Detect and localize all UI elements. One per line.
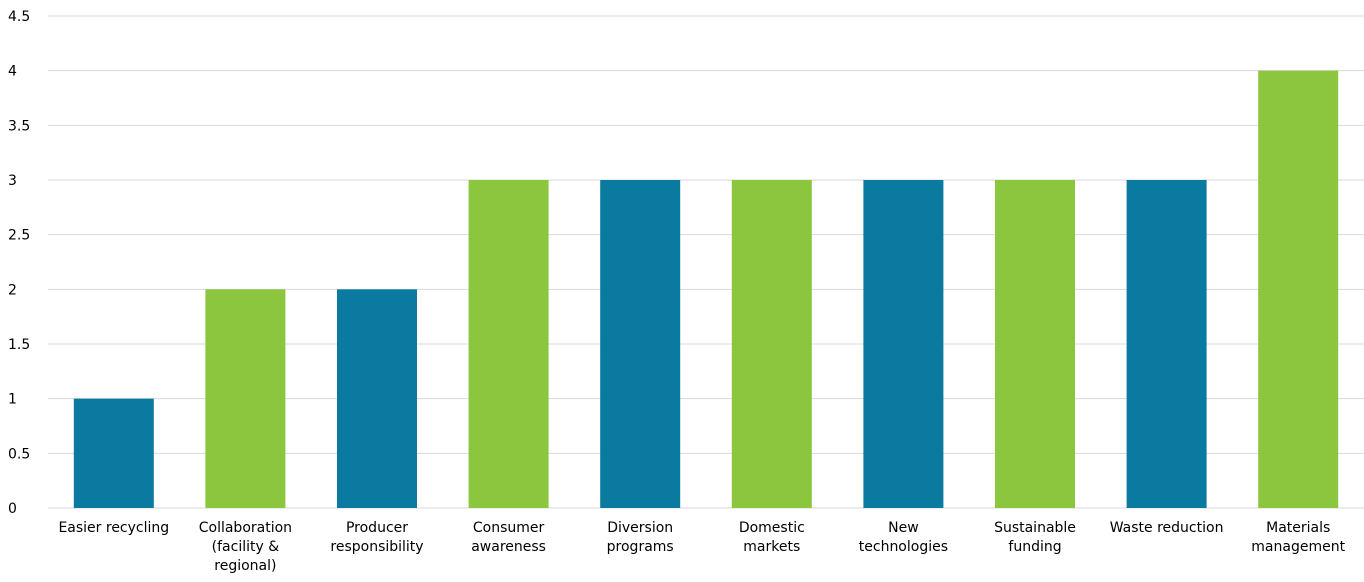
bar — [468, 180, 549, 508]
x-category-label-line: management — [1251, 539, 1345, 555]
y-tick-label: 2.5 — [8, 228, 30, 244]
x-category-label: Producer responsibility — [330, 520, 423, 555]
y-tick-label: 2 — [8, 282, 17, 298]
x-category-label: Materials management — [1251, 520, 1345, 555]
x-category-label-line: Consumer — [473, 520, 545, 536]
x-category-label-line: programs — [607, 539, 674, 555]
x-category-label: Collaboration (facility & regional) — [199, 520, 292, 574]
bar — [1126, 180, 1207, 508]
x-category-label: Consumer awareness — [471, 520, 546, 555]
x-category-label-line: Producer — [346, 520, 408, 536]
x-category-label: Easier recycling — [58, 520, 169, 536]
x-category-label-line: awareness — [471, 539, 546, 555]
bars — [73, 70, 1339, 509]
x-category-label: Sustainable funding — [994, 520, 1076, 555]
x-category-label-line: technologies — [859, 539, 948, 555]
y-tick-label: 3 — [8, 173, 17, 189]
x-category-label-line: Diversion — [607, 520, 673, 536]
x-category-label-line: Domestic — [739, 520, 805, 536]
x-category-label-line: (facility & — [212, 539, 280, 555]
y-tick-label: 4.5 — [8, 9, 30, 25]
y-tick-label: 0 — [8, 501, 17, 517]
x-axis-category-labels: Easier recycling Collaboration (facility &… — [58, 520, 1345, 574]
y-tick-label: 0.5 — [8, 446, 30, 462]
bar — [995, 180, 1075, 508]
x-category-label-line: funding — [1008, 539, 1061, 555]
bar — [1258, 70, 1339, 509]
x-category-label-line: Sustainable — [994, 520, 1076, 536]
bar — [600, 180, 681, 508]
x-category-label-line: markets — [743, 539, 800, 555]
x-category-label: New technologies — [859, 520, 948, 555]
bar — [205, 289, 286, 508]
x-category-label-line: responsibility — [330, 539, 423, 555]
x-category-label-line: Easier recycling — [58, 520, 169, 536]
y-tick-label: 1.5 — [8, 337, 30, 353]
x-category-label-line: New — [888, 520, 919, 536]
x-category-label-line: Materials — [1266, 520, 1330, 536]
y-axis-tick-labels: 0 0.5 1 1.5 2 2.5 3 3.5 4 4.5 — [8, 9, 30, 517]
bar — [863, 180, 944, 508]
bar — [73, 398, 154, 508]
x-category-label-line: regional) — [214, 558, 276, 574]
x-category-label: Domestic markets — [739, 520, 805, 555]
bar — [337, 289, 417, 508]
x-category-label-line: Collaboration — [199, 520, 292, 536]
bar — [731, 180, 812, 508]
x-category-label: Diversion programs — [607, 520, 674, 555]
x-category-label-line: Waste reduction — [1110, 520, 1224, 536]
y-tick-label: 3.5 — [8, 118, 30, 134]
x-category-label: Waste reduction — [1110, 520, 1224, 536]
y-tick-label: 1 — [8, 392, 17, 408]
y-tick-label: 4 — [8, 64, 17, 80]
